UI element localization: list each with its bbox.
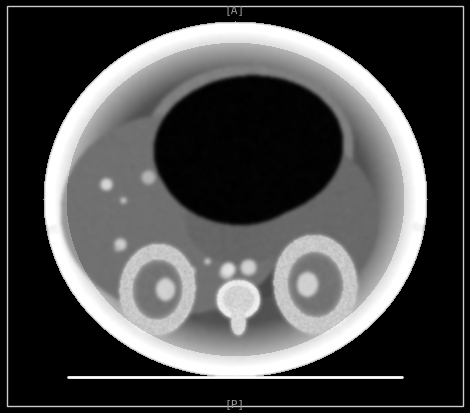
Text: [A]: [A] (225, 5, 245, 15)
Text: [P]: [P] (225, 398, 245, 408)
